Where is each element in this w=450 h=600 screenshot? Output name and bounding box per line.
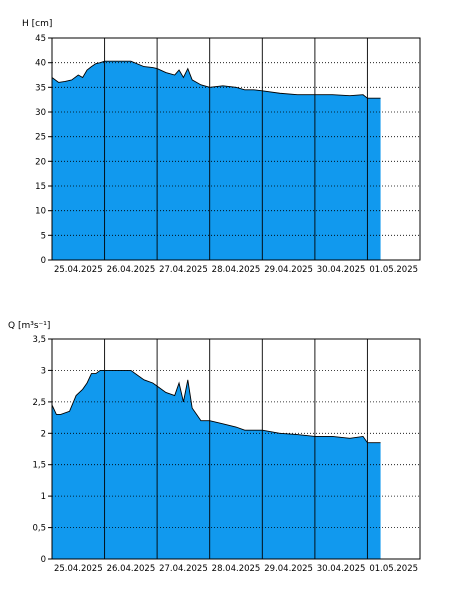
chart-h-ytick-label: 10 xyxy=(35,207,46,217)
chart-q-yticks: 0 0,5 1 1,5 2 2,5 3 3,5 xyxy=(32,335,52,565)
chart-q-ytick-label: 3,5 xyxy=(32,335,46,345)
chart-h-frame xyxy=(51,37,421,261)
chart-q-ytick-label: 2,5 xyxy=(32,398,46,408)
chart-h-ytick-label: 5 xyxy=(41,231,46,241)
chart-q-ytick-label: 1 xyxy=(41,492,46,502)
chart-h-ytick-label: 0 xyxy=(41,256,46,266)
chart-q-xtick-label: 27.04.2025 xyxy=(159,564,208,574)
chart-h-ytick-label: 30 xyxy=(35,108,46,118)
chart-q-xtick-label: 01.05.2025 xyxy=(369,564,418,574)
chart-q-frame xyxy=(51,338,421,560)
chart-q-ytick-label: 2 xyxy=(41,429,46,439)
chart-q-ytick-label: 3 xyxy=(41,366,46,376)
chart-q-ylabel: Q [m³s⁻¹] xyxy=(8,321,50,331)
chart-q-vgrid xyxy=(104,339,368,559)
discharge-chart: Q [m³s⁻¹] 0 0,5 1 1,5 2 2,5 3 3,5 25.04.2025 26.… xyxy=(8,321,421,574)
chart-h-xtick-label: 30.04.2025 xyxy=(317,265,366,275)
chart-h-xtick-label: 25.04.2025 xyxy=(54,265,103,275)
chart-h-yticks: 0 5 10 15 20 25 30 35 40 45 xyxy=(35,34,52,266)
chart-h-hgrid xyxy=(52,62,420,236)
chart-h-xtick-label: 27.04.2025 xyxy=(159,265,208,275)
chart-h-ytick-label: 45 xyxy=(35,34,46,44)
chart-h-xtick-label: 28.04.2025 xyxy=(212,265,261,275)
chart-q-ytick-label: 0,5 xyxy=(32,524,46,534)
chart-q-xticks: 25.04.2025 26.04.2025 27.04.2025 28.04.2025… xyxy=(54,564,418,574)
chart-h-ytick-label: 20 xyxy=(35,157,46,167)
chart-q-line xyxy=(51,369,381,444)
chart-q-xtick-label: 29.04.2025 xyxy=(264,564,313,574)
chart-h-ytick-label: 15 xyxy=(35,182,46,192)
chart-q-xtick-label: 30.04.2025 xyxy=(317,564,366,574)
chart-h-ylabel: H [cm] xyxy=(22,19,52,29)
chart-h-xtick-label: 26.04.2025 xyxy=(107,265,156,275)
chart-q-ytick-label: 0 xyxy=(41,555,46,565)
chart-h-ytick-label: 40 xyxy=(35,59,46,69)
chart-h-vgrid xyxy=(104,38,368,260)
chart-h-line xyxy=(51,60,381,99)
chart-h-xtick-label: 29.04.2025 xyxy=(264,265,313,275)
chart-q-xtick-label: 26.04.2025 xyxy=(107,564,156,574)
chart-h-xtick-label: 01.05.2025 xyxy=(369,265,418,275)
chart-q-area xyxy=(52,370,381,559)
chart-q-xtick-label: 25.04.2025 xyxy=(54,564,103,574)
water-level-chart: H [cm] 0 5 10 15 20 25 30 35 40 45 25.04.2025 26.0… xyxy=(22,19,421,275)
chart-h-xticks: 25.04.2025 26.04.2025 27.04.2025 28.04.2025… xyxy=(54,265,418,275)
chart-q-ytick-label: 1,5 xyxy=(32,461,46,471)
chart-h-ytick-label: 35 xyxy=(35,83,46,93)
chart-q-hgrid xyxy=(52,369,420,528)
chart-h-area xyxy=(52,61,381,260)
chart-h-ytick-label: 25 xyxy=(35,133,46,143)
chart-q-xtick-label: 28.04.2025 xyxy=(212,564,261,574)
